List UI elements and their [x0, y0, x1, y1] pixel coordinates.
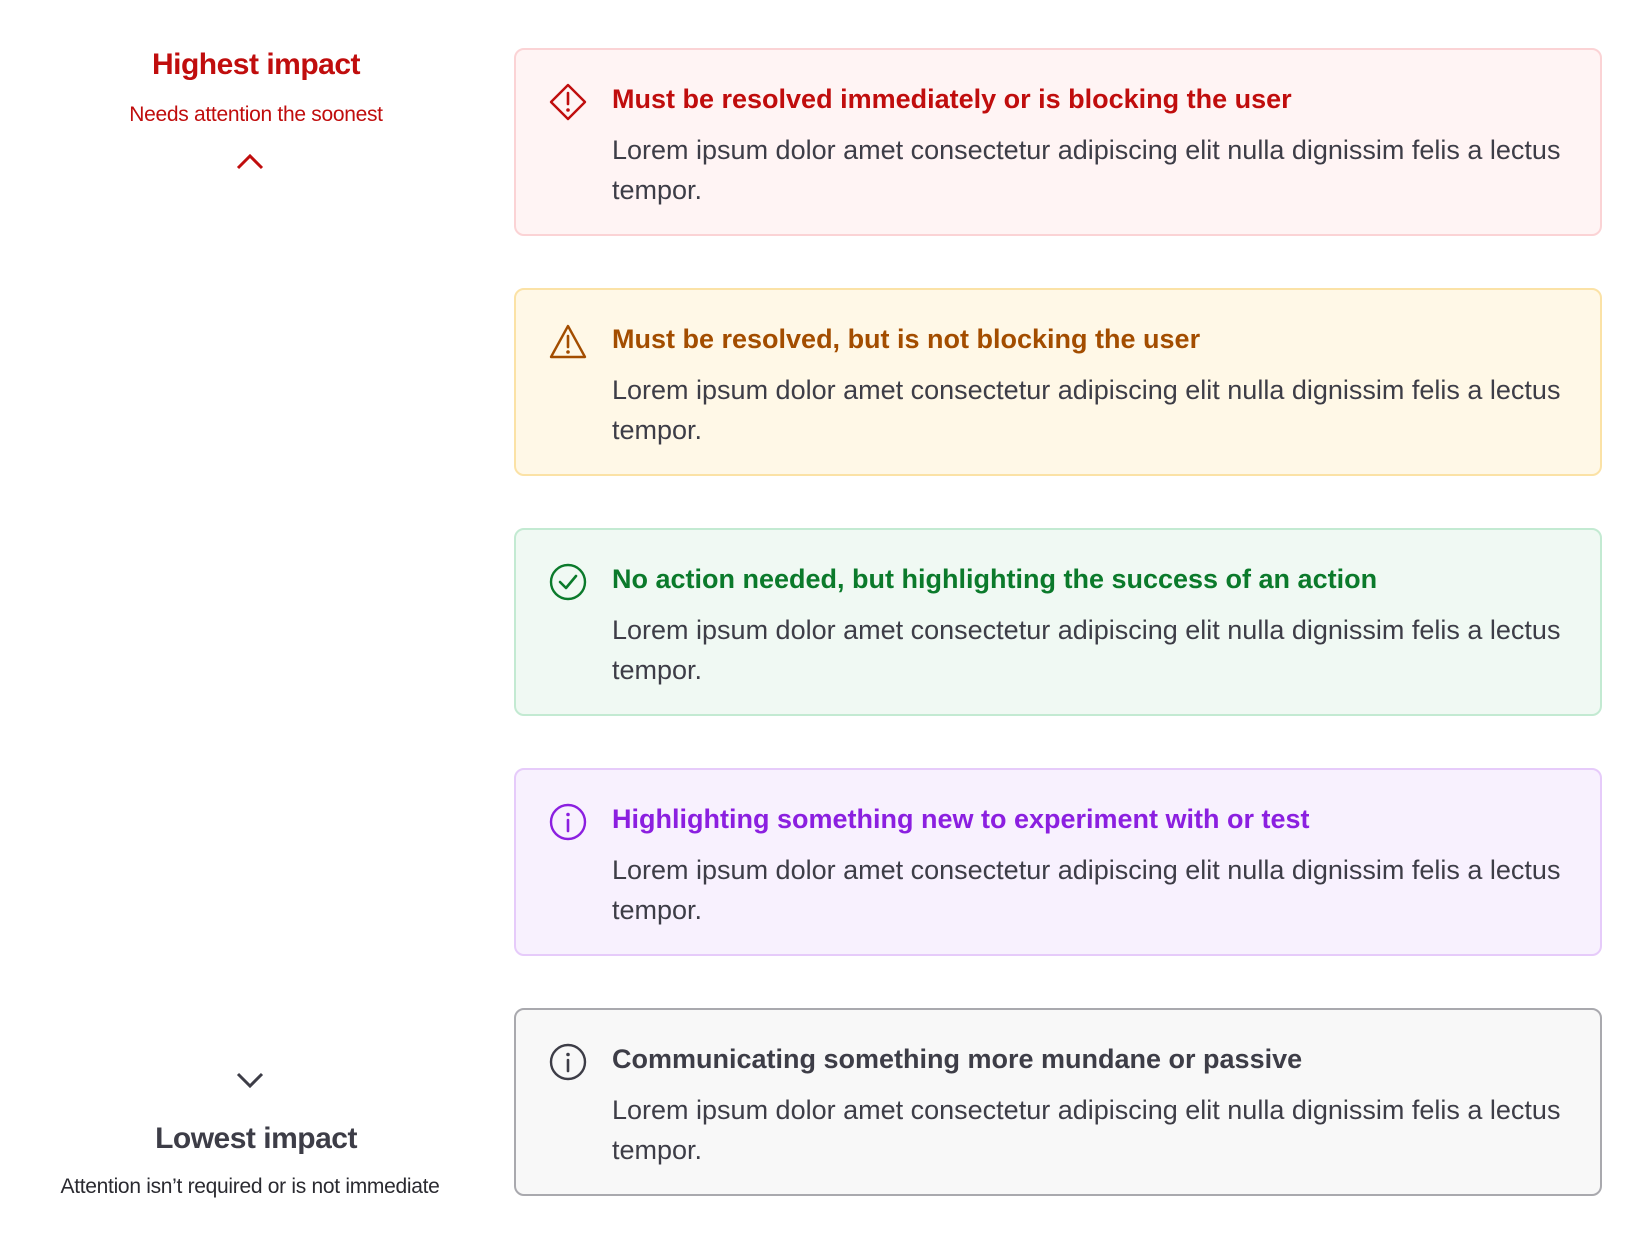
notification-card: Must be resolved immediately or is block… [514, 48, 1602, 236]
notification-card: Highlighting something new to experiment… [514, 768, 1602, 956]
card-title: Communicating something more mundane or … [612, 1044, 1303, 1074]
lowest-impact-label: Lowest impact [155, 1122, 357, 1155]
card-body: Lorem ipsum dolor amet consectetur adipi… [612, 375, 1561, 445]
arrow-down-icon [236, 1072, 264, 1089]
warning-triangle-icon [548, 322, 588, 362]
card-title: Highlighting something new to experiment… [612, 804, 1310, 834]
check-circle-icon [548, 562, 588, 602]
notification-card: No action needed, but highlighting the s… [514, 528, 1602, 716]
highest-impact-subtitle: Needs attention the soonest [129, 103, 383, 126]
card-body: Lorem ipsum dolor amet consectetur adipi… [612, 135, 1561, 205]
info-circle-icon [548, 802, 588, 842]
card-body: Lorem ipsum dolor amet consectetur adipi… [612, 615, 1561, 685]
card-title: Must be resolved, but is not blocking th… [612, 324, 1201, 354]
card-title: No action needed, but highlighting the s… [612, 564, 1378, 594]
info-circle-icon [548, 1042, 588, 1082]
card-body: Lorem ipsum dolor amet consectetur adipi… [612, 1095, 1561, 1165]
card-body: Lorem ipsum dolor amet consectetur adipi… [612, 855, 1561, 925]
lowest-impact-subtitle: Attention isn’t required or is not immed… [60, 1175, 440, 1198]
arrow-up-icon [236, 153, 264, 170]
notification-card: Must be resolved, but is not blocking th… [514, 288, 1602, 476]
card-title: Must be resolved immediately or is block… [612, 84, 1292, 114]
highest-impact-label: Highest impact [151, 48, 361, 81]
impact-scale-arrow [236, 153, 264, 1089]
diamond-exclamation-icon [548, 82, 588, 122]
notification-card: Communicating something more mundane or … [514, 1008, 1602, 1196]
